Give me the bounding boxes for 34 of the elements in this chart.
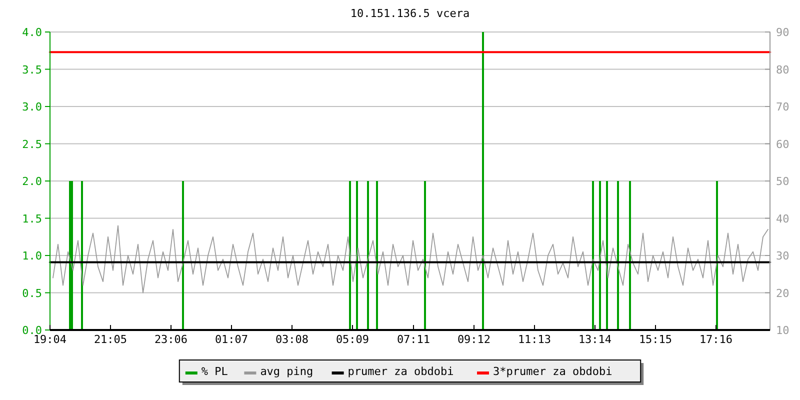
legend-label: % PL: [201, 365, 228, 378]
x-tick-label: 17:16: [699, 333, 733, 346]
y-tick-label: 2.0: [22, 175, 42, 188]
y2-tick-label: 20: [776, 286, 790, 300]
x-tick-label: 11:13: [518, 333, 552, 346]
x-tick-label: 05:09: [336, 333, 370, 346]
x-tick-label: 15:15: [638, 333, 672, 346]
x-tick-label: 07:11: [396, 333, 430, 346]
x-tick-label: 09:12: [457, 333, 491, 346]
y-tick-label: 1.5: [22, 212, 42, 226]
y2-tick-label: 40: [776, 212, 790, 226]
y-tick-label: 3.0: [22, 100, 42, 114]
legend-label: avg ping: [260, 365, 314, 378]
y-tick-label: 2.5: [22, 138, 42, 151]
y2-tick-label: 10: [776, 324, 790, 337]
y2-tick-label: 70: [776, 100, 790, 114]
y2-tick-label: 90: [776, 26, 790, 39]
y2-tick-label: 30: [776, 250, 790, 262]
y-tick-label: 0.5: [22, 286, 42, 300]
y-tick-label: 3.5: [22, 63, 42, 76]
x-tick-label: 21:05: [94, 333, 128, 346]
y2-tick-label: 80: [776, 63, 790, 76]
x-tick-label: 03:08: [275, 333, 309, 346]
chart-title: 10.151.136.5 vcera: [350, 7, 470, 20]
x-tick-label: 01:07: [214, 333, 248, 346]
y-tick-label: 4.0: [22, 26, 42, 39]
legend-label: 3*prumer za obdobi: [493, 365, 612, 378]
x-tick-label: 13:14: [578, 333, 612, 346]
y2-tick-label: 50: [776, 175, 790, 188]
x-tick-label: 19:04: [33, 333, 67, 346]
y2-tick-label: 60: [776, 138, 790, 151]
y-tick-label: 1.0: [22, 250, 42, 262]
x-tick-label: 23:06: [154, 333, 188, 346]
legend-label: prumer za obdobi: [348, 365, 454, 378]
